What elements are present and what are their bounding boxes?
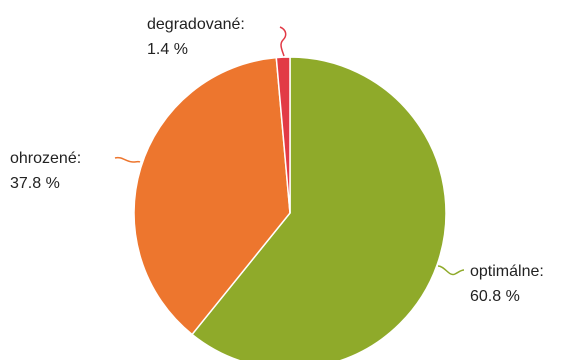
label-degradovane-value: 1.4 % bbox=[147, 41, 188, 58]
leader-optimalne bbox=[437, 265, 465, 276]
leader-lines bbox=[114, 26, 465, 276]
leader-ohrozene bbox=[114, 156, 141, 163]
slice-ohrozene bbox=[133, 56, 291, 336]
leader-degradovane bbox=[279, 26, 287, 57]
label-optimalne-value: 60.8 % bbox=[470, 288, 520, 305]
label-optimalne-category: optimálne: bbox=[470, 263, 544, 280]
label-ohrozene-value: 37.8 % bbox=[10, 175, 60, 192]
slice-optimalne bbox=[191, 56, 447, 360]
label-ohrozene-category: ohrozené: bbox=[10, 150, 81, 167]
slice-degradovane bbox=[275, 56, 291, 214]
label-degradovane-category: degradované: bbox=[147, 16, 245, 33]
pie-slices bbox=[133, 56, 447, 360]
